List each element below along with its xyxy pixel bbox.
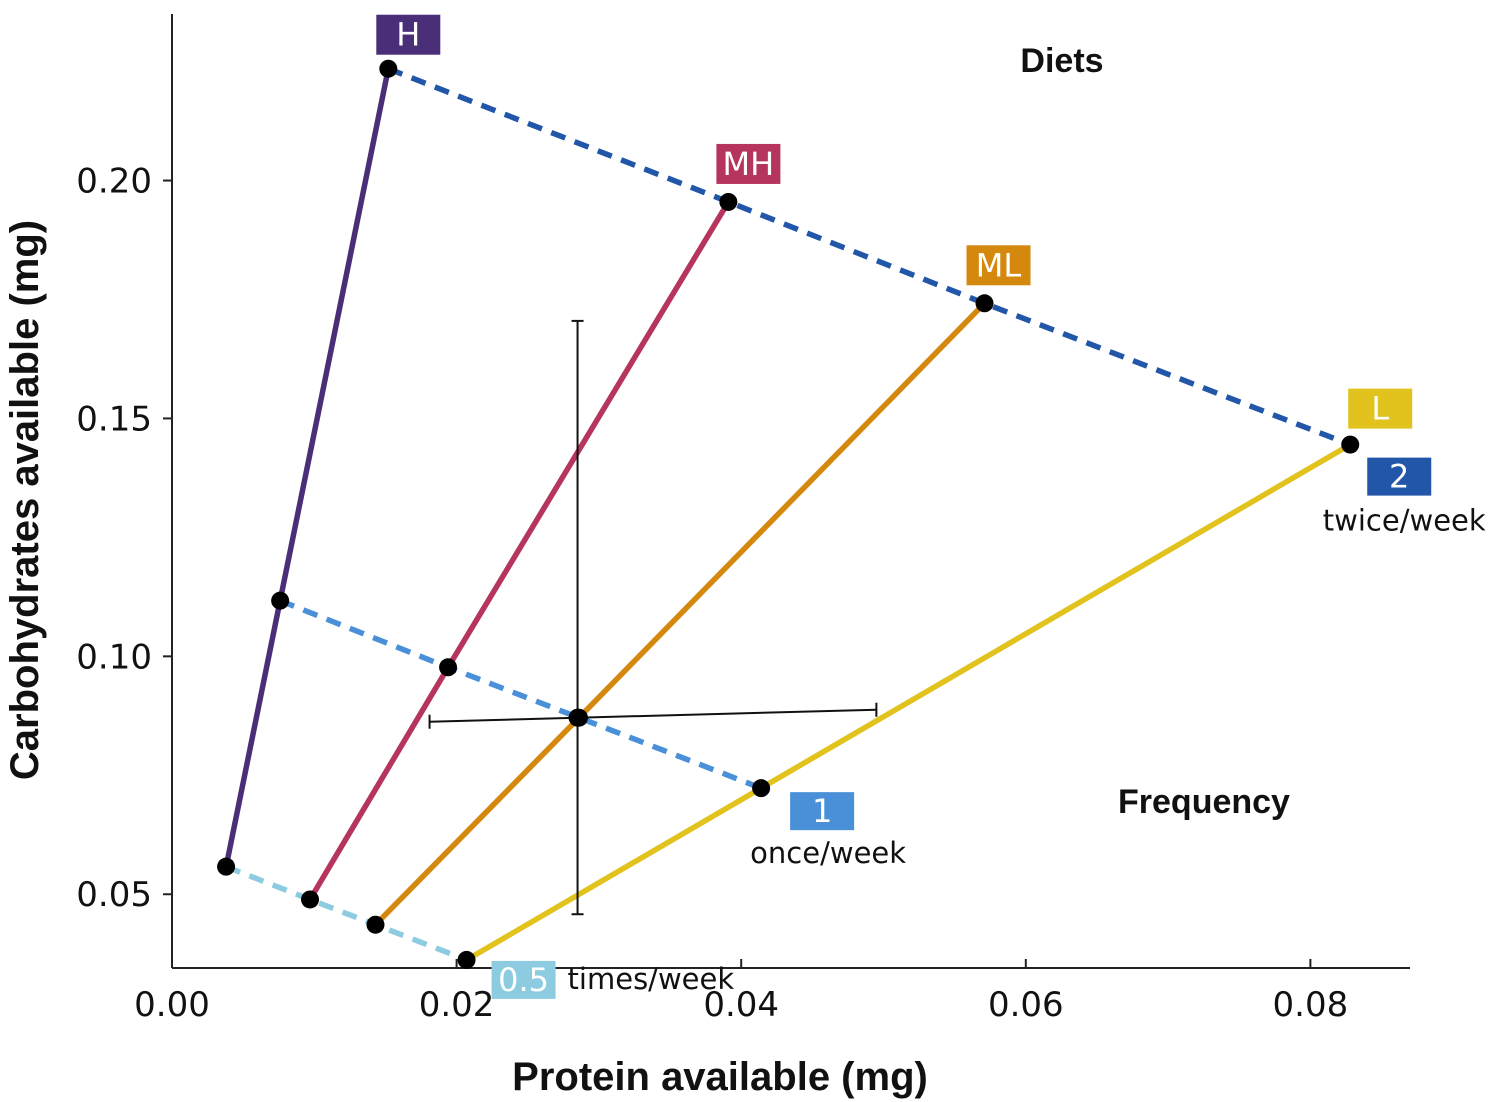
data-point-mh-0 <box>301 890 320 909</box>
diet-badge-ml-background <box>966 245 1031 286</box>
y-tick-label: 0.15 <box>76 399 152 439</box>
frequency-badge-0-text: 0.5 <box>498 961 549 999</box>
x-error-bar <box>429 708 877 723</box>
diet-badge-l-text: L <box>1371 390 1389 428</box>
diet-badge-ml: ML <box>966 245 1031 286</box>
x-axis-title: Protein available (mg) <box>512 1055 928 1099</box>
frequency-badge-1: 1 <box>790 792 855 831</box>
frequency-label-1: once/week <box>750 836 906 870</box>
frequency-lines <box>225 66 1352 963</box>
frequency-badge-0-background <box>491 960 556 999</box>
y-tick-label: 0.10 <box>76 637 152 677</box>
frequency-section-label: Frequency <box>1118 783 1290 821</box>
diet-line-l <box>465 442 1352 963</box>
diet-line-mh <box>307 200 731 901</box>
frequency-label-0: times/week <box>568 962 735 996</box>
data-point-ml-2 <box>975 294 994 313</box>
diet-badge-h: H <box>376 14 441 55</box>
frequency-line-2 <box>387 66 1352 448</box>
frequency-badge-0: 0.5 <box>491 960 556 999</box>
x-tick-label: 0.02 <box>419 985 495 1025</box>
diet-badge-h-background <box>376 14 441 55</box>
x-tick-label: 0.04 <box>703 985 779 1025</box>
diet-badge-l: L <box>1348 388 1413 429</box>
frequency-label-2: twice/week <box>1323 504 1486 538</box>
diet-badge-h-text: H <box>396 16 420 54</box>
x-tick-label: 0.06 <box>988 985 1064 1025</box>
data-point-mh-2 <box>719 192 738 211</box>
y-tick-label: 0.05 <box>76 875 152 915</box>
labels: H MH ML L 0.5 times/week 1 once/week 2 twice/week <box>376 14 1486 999</box>
frequency-badge-1-background <box>790 792 855 831</box>
data-points <box>217 59 1360 969</box>
y-axis-title: Carbohydrates available (mg) <box>3 220 47 780</box>
frequency-badge-1-text: 1 <box>812 792 832 830</box>
mean-point <box>568 708 587 727</box>
data-point-l-0 <box>457 950 476 969</box>
data-point-mh-1 <box>439 658 458 677</box>
x-tick-label: 0.08 <box>1273 985 1349 1025</box>
diet-badge-ml-text: ML <box>976 246 1022 284</box>
frequency-line-1 <box>279 598 763 791</box>
diet-badge-mh-text: MH <box>723 145 775 183</box>
diet-lines <box>223 68 1352 963</box>
y-tick-label: 0.20 <box>76 162 152 202</box>
frequency-badge-2: 2 <box>1367 457 1432 496</box>
frequency-line-0 <box>225 864 468 963</box>
error-bars <box>428 319 878 916</box>
data-point-l-2 <box>1341 435 1360 454</box>
data-point-l-1 <box>752 779 771 798</box>
data-point-h-1 <box>271 591 290 610</box>
data-point-h-2 <box>379 59 398 78</box>
frequency-badge-2-background <box>1367 457 1432 496</box>
x-tick-label: 0.00 <box>134 985 210 1025</box>
diet-badge-l-background <box>1348 388 1413 429</box>
axes: 0.00 0.02 0.04 0.06 0.08 0.05 0.10 0.15 0.20 <box>76 14 1410 1025</box>
data-point-h-0 <box>217 857 236 876</box>
frequency-badge-2-text: 2 <box>1389 458 1409 496</box>
diet-badge-mh-background <box>716 143 781 184</box>
diet-line-ml <box>373 301 987 927</box>
data-point-ml-0 <box>366 915 385 934</box>
diet-badge-mh: MH <box>716 143 781 184</box>
diet-line-h <box>223 68 391 868</box>
diets-section-label: Diets <box>1020 42 1103 80</box>
